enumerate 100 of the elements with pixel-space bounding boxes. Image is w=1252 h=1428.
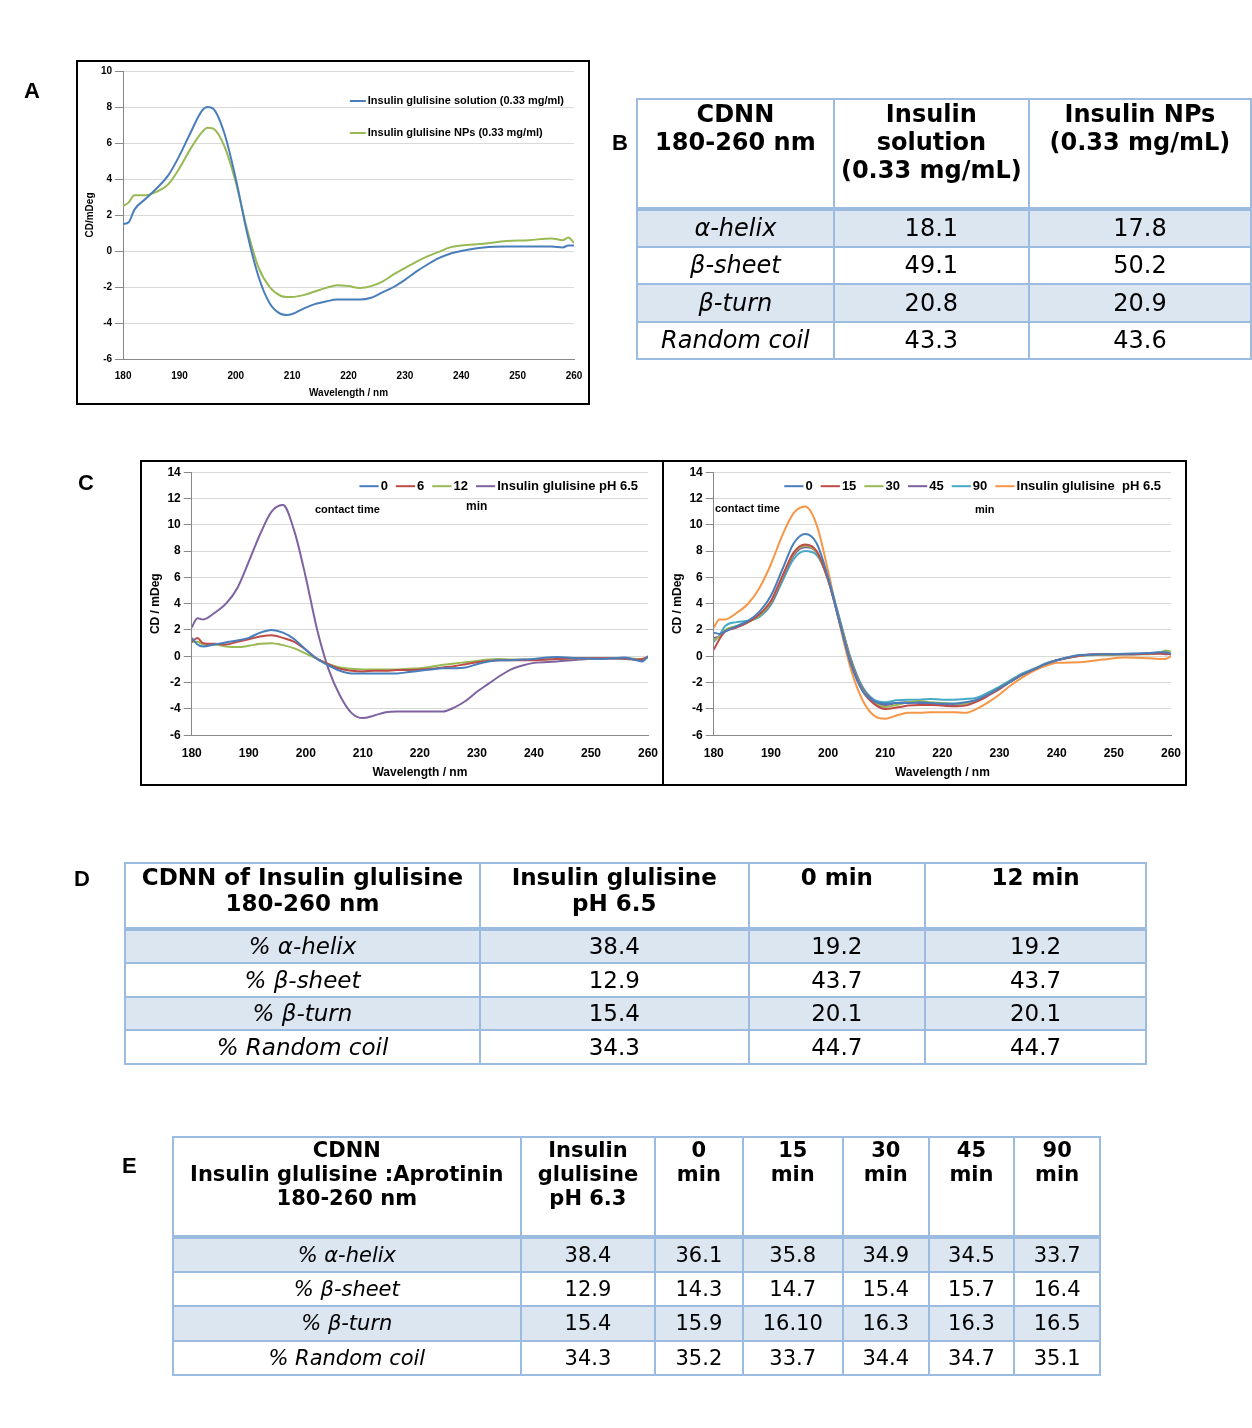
x-tick-label: 230 (989, 745, 1010, 760)
data-label: 34.9 (842, 1237, 929, 1272)
y-tick-label: % β-sheet (125, 962, 480, 997)
y-tick-label: 14 (167, 464, 182, 479)
y-tick-label: 2 (174, 622, 182, 637)
x-tick-label: 30 min (842, 1137, 929, 1237)
annotation: min (466, 499, 488, 513)
x-tick-label: 200 (227, 369, 245, 381)
x-tick-label: Insulin glulisine pH 6.3 (520, 1137, 656, 1237)
x-tick-label: 240 (452, 369, 471, 381)
y-tick-label: 6 (106, 136, 113, 148)
y-tick-label: β-turn (637, 284, 834, 322)
data-label: 20.8 (833, 284, 1029, 322)
y-tick-label: % Random coil (125, 1030, 480, 1064)
data-label: 33.7 (1014, 1237, 1100, 1272)
legend-label: 0 (380, 477, 388, 493)
y-tick-label: β-sheet (637, 246, 834, 284)
data-label: 16.3 (928, 1306, 1015, 1341)
x-tick-label: 240 (523, 745, 545, 760)
data-label: 35.1 (1014, 1340, 1100, 1375)
data-label: 20.1 (925, 996, 1146, 1031)
data-label: 14.7 (742, 1271, 843, 1306)
data-label: 43.3 (833, 321, 1029, 359)
data-label: 44.7 (925, 1030, 1146, 1064)
y-tick-label: α-helix (637, 209, 834, 247)
line-series (123, 106, 574, 316)
y-tick-label: -6 (103, 352, 113, 364)
data-label: 16.5 (1014, 1306, 1100, 1341)
data-label: 12.9 (480, 962, 749, 997)
x-axis-title: Wavelength / nm (894, 765, 990, 780)
data-label: 34.5 (928, 1237, 1015, 1272)
y-tick-label: 6 (174, 569, 182, 584)
text: CDNN of Insulin glulisine 180-260 nm (125, 863, 480, 929)
data-label: 20.9 (1028, 284, 1251, 322)
x-tick-label: Insulin glulisine pH 6.5 (480, 863, 749, 929)
y-tick-label: 10 (101, 64, 113, 76)
x-tick-label: 180 (181, 745, 203, 760)
legend-label: Insulin glulisine NPs (0.33 mg/ml) (367, 126, 543, 139)
x-tick-label: 200 (295, 745, 317, 760)
x-tick-label: 12 min (925, 863, 1146, 929)
data-label: 15.4 (520, 1306, 656, 1341)
data-label: 15.4 (842, 1271, 929, 1306)
y-tick-label: 12 (167, 490, 182, 505)
y-tick-label: 0 (696, 648, 704, 663)
data-label: 15.4 (480, 996, 749, 1031)
line-series (123, 126, 574, 298)
y-tick-label: 10 (167, 517, 182, 532)
data-label: 43.7 (748, 962, 926, 997)
y-tick-label: -4 (170, 701, 182, 716)
x-tick-label: 190 (171, 369, 189, 381)
text: CDNN Insulin glulisine :Aprotinin 180-260 nm (173, 1137, 521, 1237)
y-tick-label: % Random coil (173, 1340, 521, 1375)
y-tick-label: 6 (696, 569, 704, 584)
data-label: 19.2 (748, 929, 926, 963)
x-tick-label: 220 (932, 745, 953, 760)
x-tick-label: 220 (340, 369, 358, 381)
y-tick-label: Random coil (637, 321, 834, 359)
x-tick-label: Insulin NPs (0.33 mg/mL) (1028, 99, 1251, 209)
y-tick-label: -4 (103, 316, 113, 328)
legend-label: 0 (805, 477, 813, 493)
y-tick-label: -6 (692, 727, 704, 742)
data-label: 34.4 (842, 1340, 929, 1375)
x-tick-label: 190 (760, 745, 782, 760)
data-label: 34.3 (520, 1340, 656, 1375)
data-label: 19.2 (925, 929, 1146, 963)
x-tick-label: 0 min (655, 1137, 743, 1237)
data-label: 38.4 (480, 929, 749, 963)
x-tick-label: 210 (875, 745, 896, 760)
data-label: 16.3 (842, 1306, 929, 1341)
x-tick-label: 230 (396, 369, 414, 381)
x-axis-title: Wavelength / nm (372, 765, 468, 780)
y-tick-label: -2 (103, 280, 113, 292)
x-tick-label: 210 (283, 369, 301, 381)
legend-label: 6 (417, 477, 425, 493)
data-label: 36.1 (655, 1237, 743, 1272)
y-axis-title: CD / mDeg (669, 573, 684, 635)
annotation: contact time (315, 503, 380, 515)
x-tick-label: Insulin solution (0.33 mg/mL) (833, 99, 1029, 209)
legend-label: Insulin glulisine pH 6.5 (497, 477, 638, 493)
y-tick-label: 4 (174, 596, 182, 611)
data-label: 33.7 (742, 1340, 843, 1375)
x-tick-label: 260 (637, 745, 659, 760)
y-tick-label: 4 (696, 596, 704, 611)
y-tick-label: 8 (174, 543, 182, 558)
data-label: 38.4 (520, 1237, 656, 1272)
x-tick-label: 250 (1103, 745, 1125, 760)
data-label: 43.6 (1028, 321, 1251, 359)
data-label: 14.3 (655, 1271, 743, 1306)
chart-title: CDNN 180-260 nm (637, 99, 834, 209)
text: A (24, 78, 40, 104)
y-tick-label: -6 (170, 727, 182, 742)
annotation: min (975, 503, 995, 515)
y-axis-title: CD / mDeg (147, 573, 162, 635)
data-label: 43.7 (925, 962, 1146, 997)
data-label: 20.1 (748, 996, 926, 1031)
x-tick-label: 180 (703, 745, 725, 760)
y-tick-label: 12 (689, 490, 704, 505)
x-tick-label: 90 min (1014, 1137, 1100, 1237)
x-tick-label: 230 (466, 745, 488, 760)
y-tick-label: 0 (106, 244, 113, 256)
